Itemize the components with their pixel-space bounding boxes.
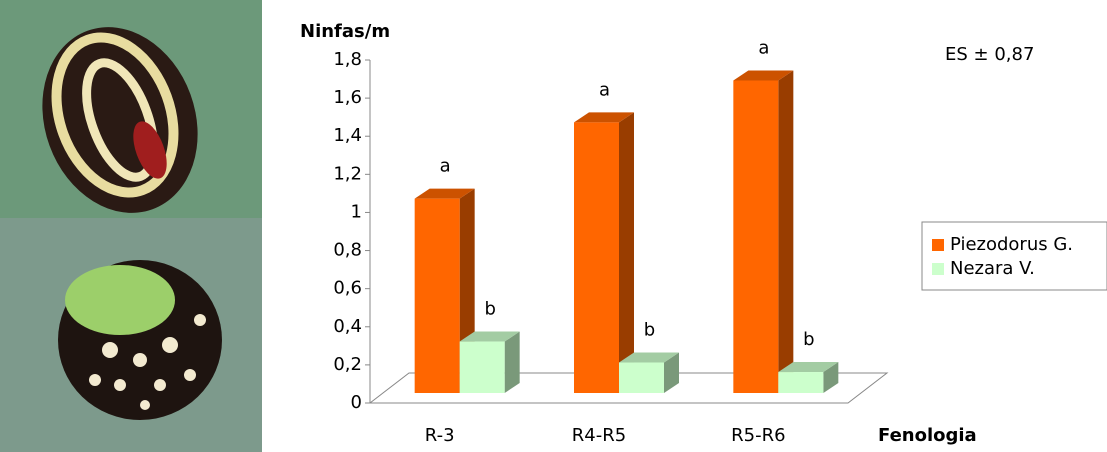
annotation: ES ± 0,87	[945, 44, 1034, 65]
y-tick-label: 0	[351, 392, 362, 413]
bug-head	[65, 265, 175, 335]
photos	[0, 0, 262, 452]
bar-annotation: b	[484, 299, 495, 320]
bar-front	[574, 122, 619, 393]
page: {"chart_data": {"type": "bar3d", "y_labe…	[0, 0, 1107, 452]
y-tick-label: 0,8	[333, 240, 362, 261]
bar-front	[778, 372, 823, 393]
y-tick-label: 1,6	[333, 87, 362, 108]
bar	[619, 353, 679, 393]
bar-side	[778, 70, 793, 393]
y-tick-label: 1,8	[333, 49, 362, 70]
bar-front	[619, 363, 664, 393]
bar-side	[505, 332, 520, 393]
x-tick-label: R5-R6	[731, 425, 785, 446]
y-tick-label: 1	[351, 201, 362, 222]
bar	[733, 70, 793, 393]
bar-front	[415, 199, 460, 393]
y-tick-label: 1,2	[333, 163, 362, 184]
bar-annotation: a	[758, 37, 769, 58]
bar-annotation: a	[440, 156, 451, 177]
y-tick-label: 0,2	[333, 354, 362, 375]
bar-annotation: b	[803, 329, 814, 350]
y-tick-label: 0,6	[333, 278, 362, 299]
y-axis-label: Ninfas/m	[300, 21, 390, 42]
x-tick-label: R-3	[425, 425, 455, 446]
legend-label: Nezara V.	[950, 258, 1035, 279]
legend-swatch	[932, 263, 944, 275]
legend-box	[922, 222, 1107, 290]
y-tick-label: 0,4	[333, 316, 362, 337]
x-tick-label: R4-R5	[572, 425, 626, 446]
bar-side	[619, 112, 634, 393]
bar	[778, 362, 838, 393]
bar-front	[733, 80, 778, 393]
x-axis-label: Fenologia	[878, 425, 977, 446]
y-tick-label: 1,4	[333, 125, 362, 146]
bar	[460, 332, 520, 393]
legend-swatch	[932, 239, 944, 251]
legend-label: Piezodorus G.	[950, 234, 1073, 255]
bar	[574, 112, 634, 393]
bar-annotation: a	[599, 79, 610, 100]
bar-annotation: b	[644, 320, 655, 341]
chart: Ninfas/m Fenologia ES ± 0,87 0 0,2 0,4 0,6 0…	[0, 0, 1107, 452]
bar-front	[460, 342, 505, 393]
